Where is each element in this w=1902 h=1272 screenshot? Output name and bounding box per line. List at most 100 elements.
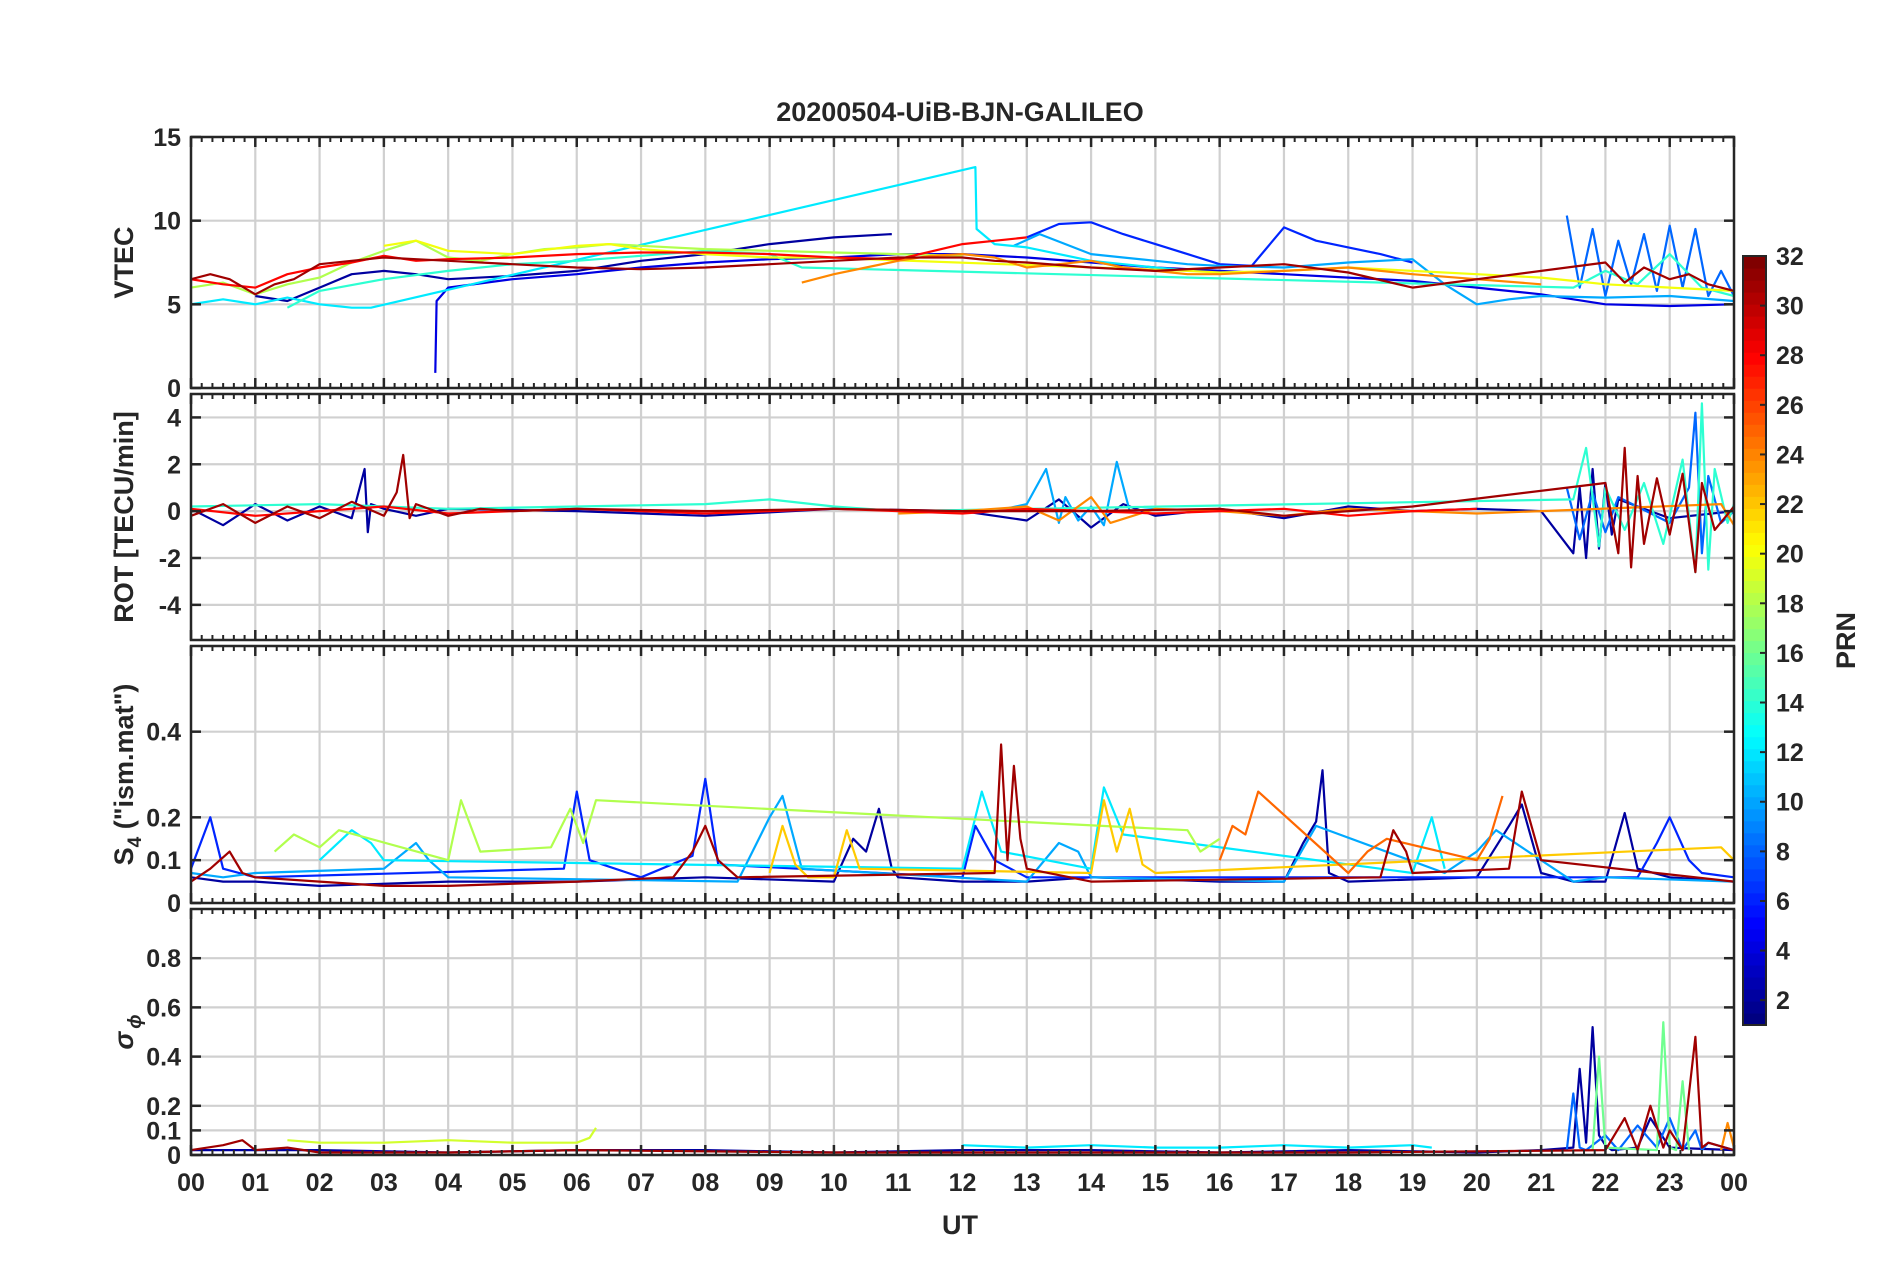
colorbar-segment — [1743, 796, 1766, 810]
series-group — [191, 743, 1734, 888]
x-tick-label: 00 — [177, 1169, 205, 1197]
series-line-prn-2 — [255, 233, 892, 303]
series-line-prn-31 — [191, 743, 1734, 888]
colorbar-segment — [1743, 760, 1766, 774]
panel-sigma-phi: 00.10.2 0.4 0.6 0.8 σϕ 00 01 02 03 04 05 06 07 08 09 10… — [109, 907, 1748, 1197]
colorbar-segment — [1743, 724, 1766, 738]
x-ticks — [189, 394, 1736, 640]
y-tick-label: 0.6 — [146, 994, 181, 1022]
series-line-prn-28 — [191, 236, 1027, 289]
series-line-prn-31 — [191, 256, 1734, 296]
colorbar-segment — [1743, 844, 1766, 858]
colorbar-segment — [1743, 808, 1766, 822]
colorbar-segment — [1743, 964, 1766, 978]
colorbar-segment — [1743, 652, 1766, 666]
x-tick-label: 09 — [756, 1169, 784, 1197]
x-tick-label: 16 — [1206, 1169, 1234, 1197]
colorbar-segment — [1743, 568, 1766, 582]
colorbar-tick-label: 2 — [1776, 987, 1790, 1015]
series-line-prn-2 — [191, 467, 1734, 560]
x-tick-label: 22 — [1592, 1169, 1620, 1197]
x-tick-label: 10 — [820, 1169, 848, 1197]
colorbar-segment — [1743, 952, 1766, 966]
colorbar-tick-label: 4 — [1776, 938, 1790, 966]
y-tick-label: 10 — [153, 208, 181, 236]
x-tick-label: 15 — [1141, 1169, 1169, 1197]
colorbar-segment — [1743, 988, 1766, 1002]
colorbar-segment — [1743, 436, 1766, 449]
grid — [191, 394, 1734, 640]
x-tick-label: 08 — [691, 1169, 719, 1197]
x-axis-label: UT — [942, 1210, 978, 1240]
chart-title: 20200504-UiB-BJN-GALILEO — [776, 97, 1144, 127]
colorbar-tick-label: 32 — [1776, 243, 1804, 271]
colorbar-tick-label: 8 — [1776, 838, 1790, 866]
colorbar-segment — [1743, 604, 1766, 618]
y-tick-label: 15 — [153, 124, 181, 152]
y-tick-label: 0 — [167, 1142, 181, 1170]
colorbar-tick-label: 10 — [1776, 789, 1804, 817]
colorbar-tick-label: 22 — [1776, 491, 1804, 519]
panel-rot: -4 -2 0 2 4 ROT [TECU/min] — [109, 392, 1736, 642]
y-axis-label: ROT [TECU/min] — [109, 411, 139, 622]
x-tick-label: 17 — [1270, 1169, 1298, 1197]
colorbar-segment — [1743, 532, 1766, 545]
colorbar-segment — [1743, 748, 1766, 762]
colorbar-segment — [1743, 328, 1766, 341]
colorbar-segment — [1743, 976, 1766, 990]
y-tick-label: 0.1 — [146, 847, 181, 875]
colorbar-segment — [1743, 1012, 1766, 1026]
x-tick-label: 05 — [499, 1169, 527, 1197]
colorbar-segment — [1743, 616, 1766, 630]
panel-s4: 0 0.1 0.2 0.4S4 ("ism.mat") — [109, 644, 1736, 918]
series-line-prn-6 — [1026, 221, 1413, 267]
colorbar-segment — [1743, 592, 1766, 606]
series-line-prn-18 — [273, 799, 1221, 862]
colorbar-segment — [1743, 520, 1766, 533]
series-line-prn-19 — [287, 1127, 597, 1144]
grid — [191, 909, 1734, 1155]
series-line-prn-10 — [994, 460, 1156, 527]
colorbar-segment — [1743, 712, 1766, 726]
colorbar-segment — [1743, 832, 1766, 846]
colorbar-segment — [1743, 640, 1766, 654]
x-tick-label: 11 — [885, 1169, 912, 1197]
colorbar-segment — [1743, 664, 1766, 678]
series-line-prn-20 — [383, 239, 1734, 292]
colorbar-segment — [1743, 820, 1766, 834]
colorbar-segment — [1743, 868, 1766, 882]
colorbar-tick-label: 26 — [1776, 392, 1804, 420]
colorbar-segment — [1743, 352, 1766, 365]
y-tick-label: 0.2 — [146, 1093, 181, 1121]
colorbar-segment — [1743, 676, 1766, 690]
series-line-prn-24 — [1720, 1121, 1734, 1151]
colorbar-segment — [1743, 340, 1766, 353]
colorbar-segment — [1743, 424, 1766, 437]
colorbar-segment — [1743, 400, 1766, 413]
colorbar-segment — [1743, 688, 1766, 702]
series-line-prn-8 — [1565, 215, 1734, 298]
x-tick-label: 07 — [627, 1169, 655, 1197]
colorbar-segment — [1743, 484, 1766, 497]
x-tick-label: 12 — [949, 1169, 977, 1197]
colorbar-segment — [1743, 772, 1766, 786]
colorbar-tick-label: 24 — [1776, 441, 1804, 469]
y-axis-label: S4 ("ism.mat") — [109, 684, 146, 866]
colorbar-segment — [1743, 892, 1766, 906]
colorbar-segment — [1743, 736, 1766, 750]
colorbar-segment — [1743, 856, 1766, 870]
series-line-prn-31 — [191, 446, 1734, 574]
colorbar-tick-label: 14 — [1776, 690, 1804, 718]
x-tick-label: 01 — [241, 1169, 269, 1197]
colorbar-tick-label: 16 — [1776, 640, 1804, 668]
colorbar-segment — [1743, 292, 1766, 305]
series-line-prn-14 — [191, 402, 1734, 574]
colorbar-segment — [1743, 448, 1766, 461]
colorbar-segment — [1743, 364, 1766, 377]
x-tick-label: 06 — [563, 1169, 591, 1197]
colorbar-tick-label: 30 — [1776, 293, 1804, 321]
y-tick-label: -4 — [159, 592, 181, 620]
